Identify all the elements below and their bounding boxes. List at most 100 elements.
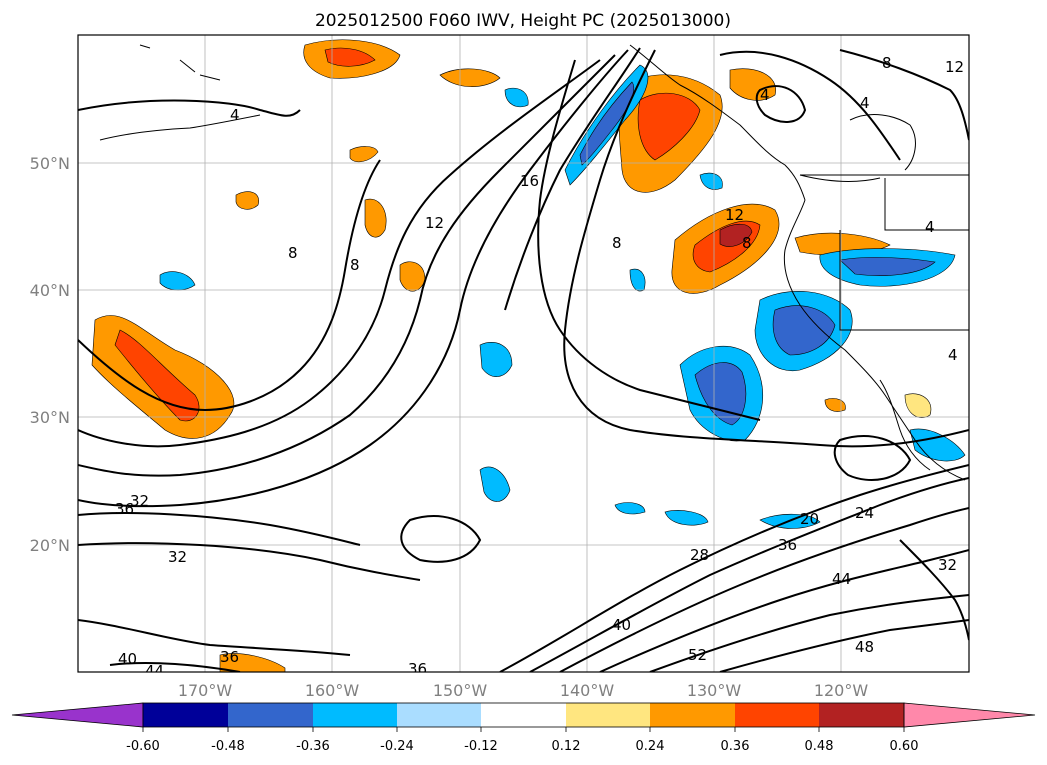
latitude-labels: 50°N 40°N 30°N 20°N	[30, 154, 70, 555]
grid-lines	[78, 35, 969, 672]
positive-anomaly-coast-42n-max	[719, 223, 753, 247]
colorbar-segment	[735, 703, 819, 727]
contour-label: 8	[350, 256, 360, 274]
contour-label: 32	[168, 548, 187, 566]
contour-40	[78, 619, 351, 656]
negative-anomaly-small-2	[504, 87, 529, 108]
contour-8-loop	[78, 159, 381, 412]
map-frame	[77, 34, 970, 673]
colorbar-segment	[228, 703, 313, 727]
lat-label: 20°N	[30, 536, 70, 555]
contour-label: 12	[725, 206, 744, 224]
contour-label: 4	[760, 86, 770, 104]
contour-label: 16	[520, 172, 539, 190]
colorbar-tick-label: -0.24	[380, 739, 414, 754]
colorbar: -0.60 -0.48 -0.36 -0.24 -0.12 0.12 0.24 …	[11, 702, 1036, 754]
colorbar-extend-left	[11, 702, 144, 728]
contour-label: 36	[115, 500, 134, 518]
negative-anomaly-california-core	[772, 305, 836, 356]
contour-36-west	[78, 512, 361, 546]
coastlines	[99, 44, 969, 481]
contour-jet-2	[529, 477, 969, 672]
colorbar-tick-label: -0.48	[211, 739, 245, 754]
colorbar-extend-right	[903, 702, 1036, 728]
colorbar-tick-label: -0.36	[296, 739, 330, 754]
contour-label: 20	[800, 510, 819, 528]
contour-20	[78, 49, 629, 508]
contour-4	[78, 99, 301, 117]
contour-label: 4	[860, 94, 870, 112]
contour-16	[78, 54, 616, 477]
colorbar-tick-label: 0.60	[890, 739, 919, 754]
lat-label: 30°N	[30, 408, 70, 427]
contour-jet-3	[559, 507, 969, 672]
colorbar-segment	[313, 703, 397, 727]
positive-anomaly-small-6	[219, 653, 286, 672]
contour-label: 44	[832, 570, 851, 588]
contour-label: 8	[288, 244, 298, 262]
contour-label: 8	[742, 234, 752, 252]
map-title: 2025012500 F060 IWV, Height PC (20250130…	[315, 11, 731, 31]
contour-44	[109, 662, 241, 672]
contour-24	[504, 47, 641, 311]
contour-label: 12	[945, 58, 964, 76]
contour-label: 40	[612, 616, 631, 634]
lat-label: 50°N	[30, 154, 70, 173]
contour-label: 8	[882, 54, 892, 72]
colorbar-segment	[143, 703, 228, 727]
contour-closed-1	[400, 515, 482, 563]
contour-label: 4	[948, 346, 958, 364]
lon-label: 140°W	[560, 681, 615, 700]
lon-label: 130°W	[687, 681, 742, 700]
contour-east-32	[899, 539, 969, 641]
positive-anomaly-small-3	[364, 198, 387, 238]
contour-12	[78, 59, 601, 448]
contour-label: 36	[408, 660, 427, 678]
colorbar-ticks	[142, 727, 905, 732]
positive-anomaly-aleutians-core	[324, 47, 376, 67]
contour-jet-6	[719, 619, 969, 672]
contour-label: 44	[145, 662, 164, 680]
negative-anomaly-small-6	[664, 510, 709, 526]
contour-label: 48	[855, 638, 874, 656]
negative-anomaly-small-3	[479, 466, 511, 502]
contour-jet-5	[649, 594, 969, 672]
colorbar-tick-label: 0.36	[721, 739, 750, 754]
colorbar-segment	[650, 703, 735, 727]
contour-4-east	[755, 85, 807, 123]
contour-label: 36	[220, 648, 239, 666]
contour-label: 40	[118, 650, 137, 668]
contour-label: 4	[925, 218, 935, 236]
contour-label: 32	[130, 492, 149, 510]
colorbar-tick-label: 0.12	[552, 739, 581, 754]
colorbar-tick-label: -0.60	[126, 739, 160, 754]
positive-anomaly-small-2	[349, 146, 379, 163]
negative-anomaly-small-1	[159, 271, 196, 291]
contour-label: 4	[230, 106, 240, 124]
contour-label: 36	[778, 536, 797, 554]
positive-anomaly-small-5	[235, 191, 259, 210]
contour-jet-4	[599, 549, 969, 672]
colorbar-segment	[481, 703, 566, 727]
contour-label: 52	[688, 646, 707, 664]
colorbar-tick-label: -0.12	[464, 739, 498, 754]
negative-anomaly-baja	[909, 428, 966, 462]
colorbar-tick-label: 0.24	[636, 739, 665, 754]
lon-label: 120°W	[814, 681, 869, 700]
colorbar-tick-label: 0.48	[805, 739, 834, 754]
positive-anomaly-bc	[729, 68, 776, 101]
positive-anomaly-coast-north-core	[637, 92, 701, 161]
positive-anomaly-small-7	[904, 393, 932, 418]
longitude-labels: 170°W 160°W 150°W 140°W 130°W 120°W	[178, 681, 869, 700]
contour-32-east	[537, 59, 761, 421]
contour-label: 32	[938, 556, 957, 574]
lon-label: 150°W	[433, 681, 488, 700]
contour-28	[563, 49, 969, 448]
colorbar-segment	[566, 703, 650, 727]
lat-label: 40°N	[30, 281, 70, 300]
lon-label: 170°W	[178, 681, 233, 700]
negative-anomaly-small-5	[699, 172, 723, 190]
map-panel: 4 4 4 4 4 8 8 8 8 8 12 12 12 16 20 24 28…	[78, 35, 969, 680]
negative-anomaly-small-8	[614, 502, 646, 515]
